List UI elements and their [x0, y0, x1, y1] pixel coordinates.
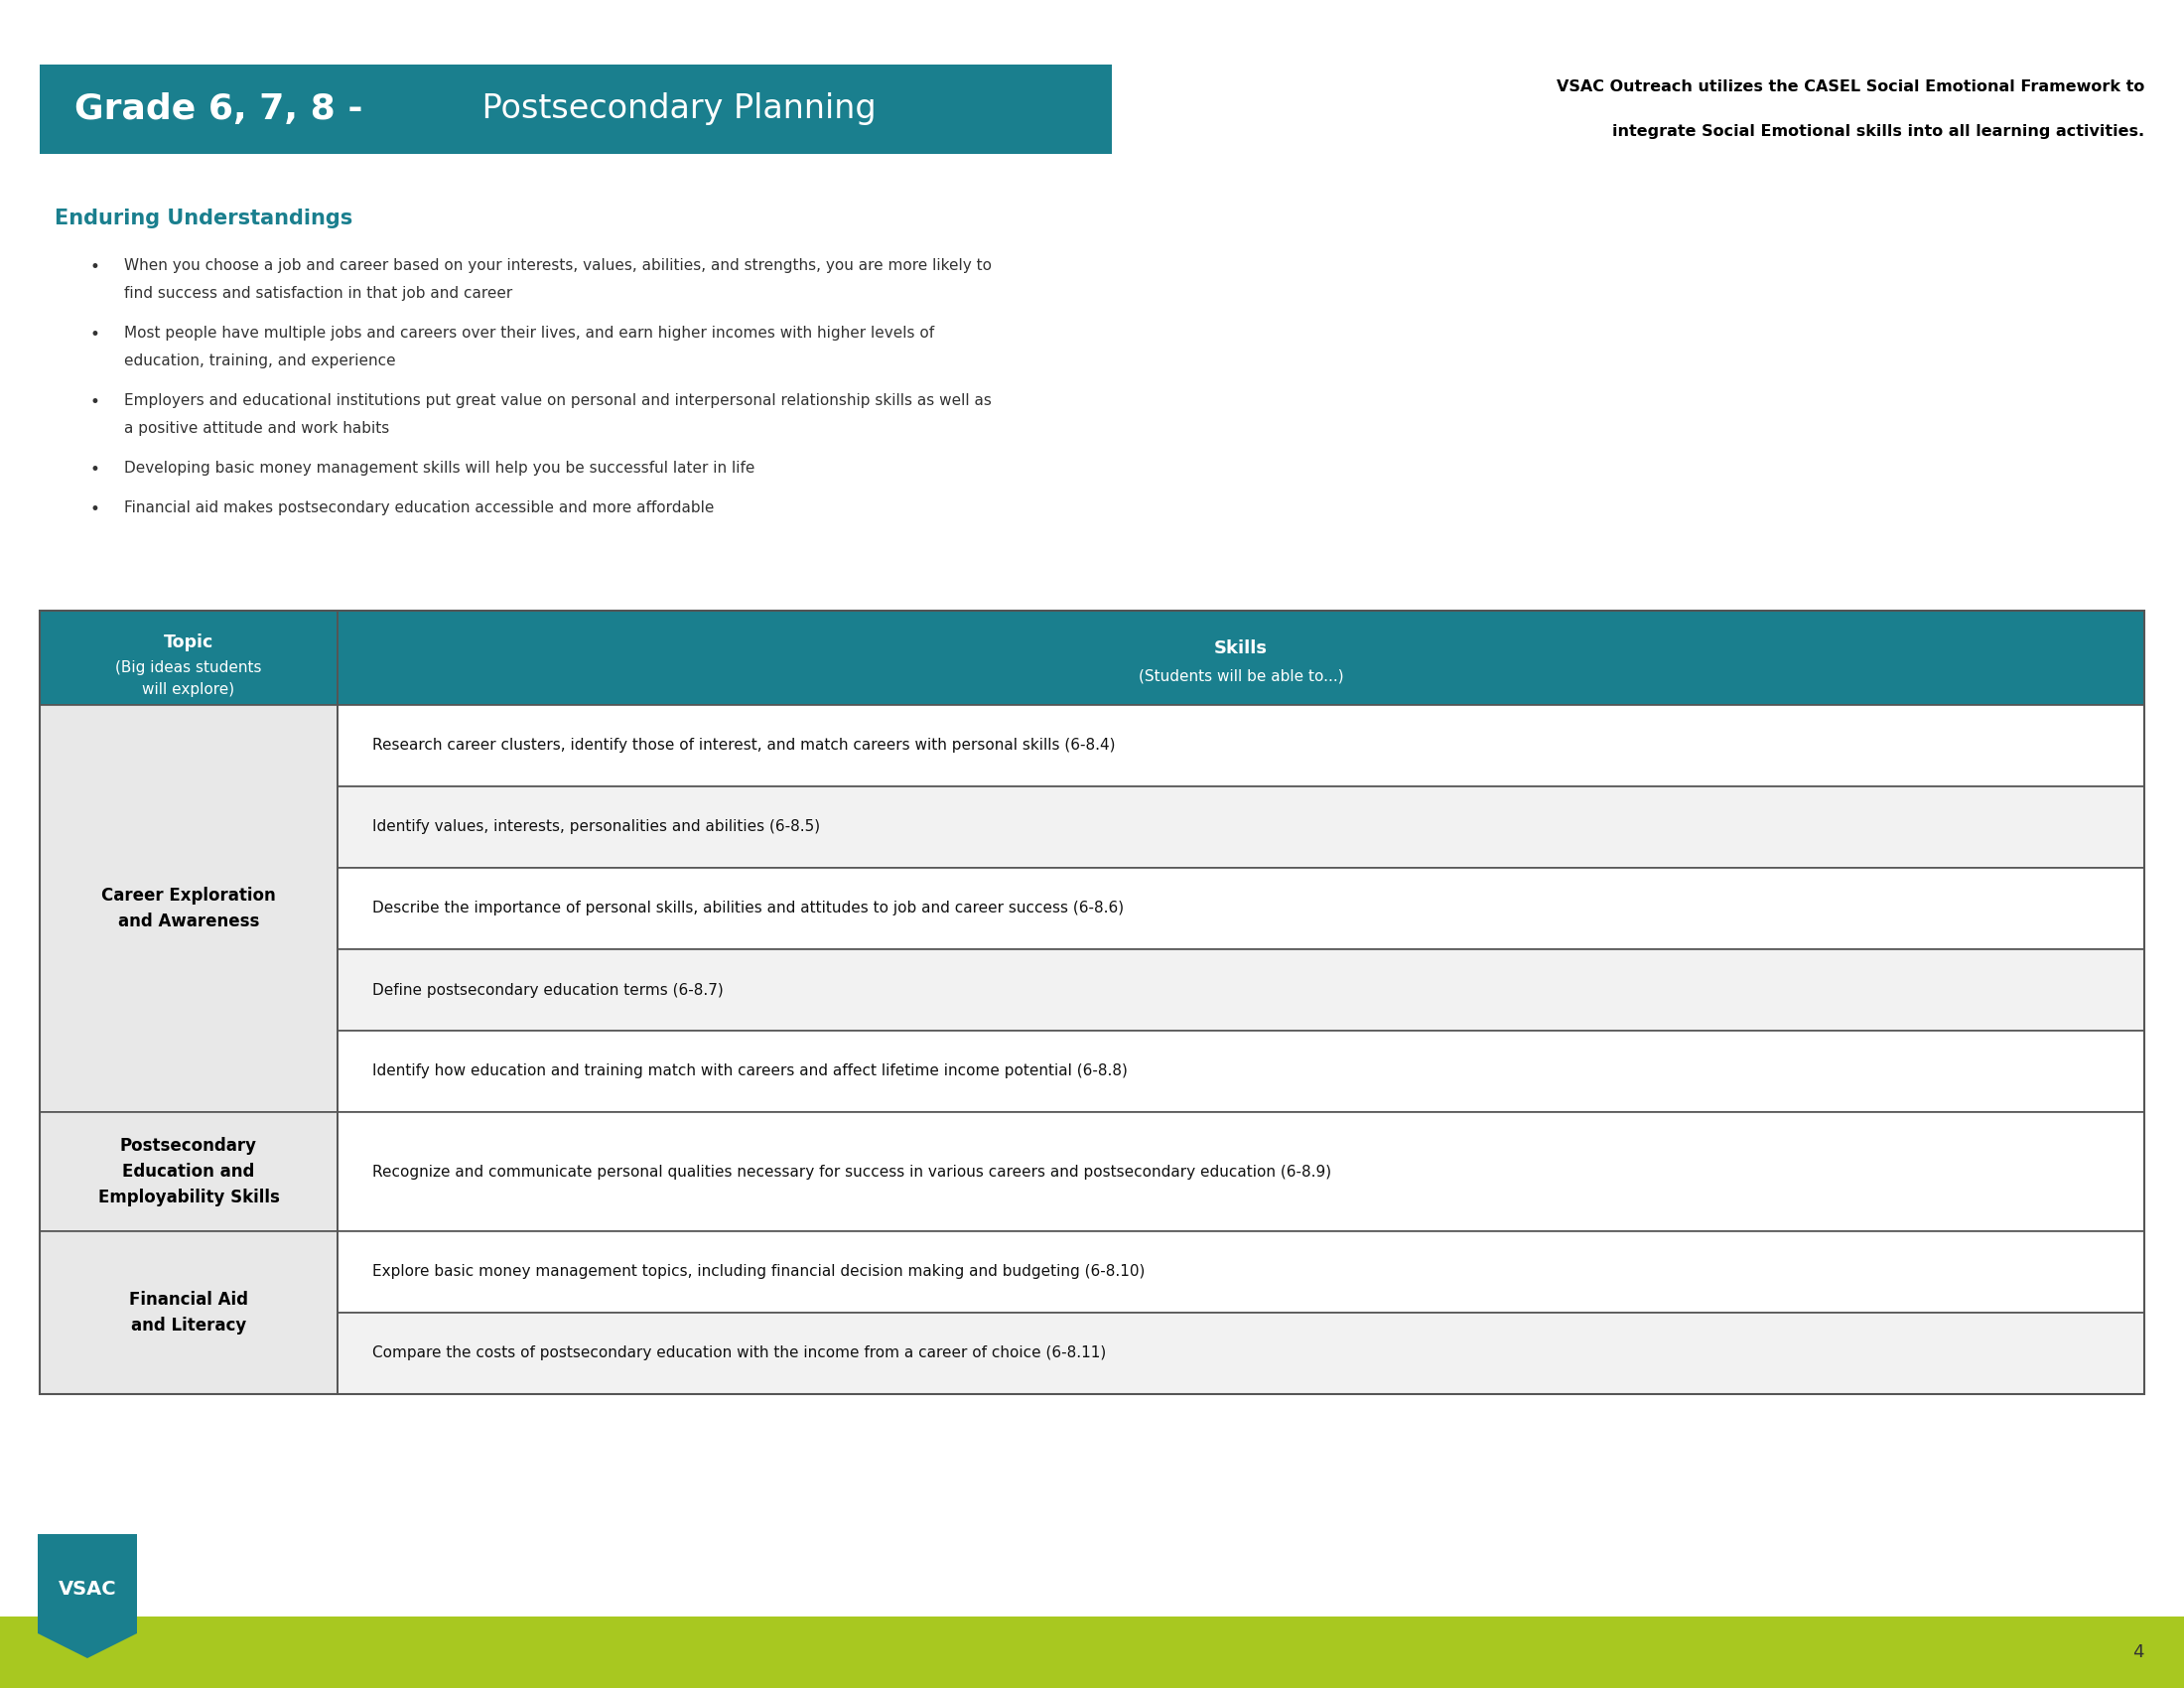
FancyBboxPatch shape [339, 949, 2145, 1031]
Text: •: • [90, 326, 98, 344]
Text: Define postsecondary education terms (6-8.7): Define postsecondary education terms (6-… [371, 982, 723, 998]
Text: 4: 4 [2134, 1644, 2145, 1661]
Text: Skills: Skills [1214, 640, 1267, 657]
Text: (Students will be able to...): (Students will be able to...) [1138, 668, 1343, 684]
FancyBboxPatch shape [39, 1231, 339, 1394]
Text: Topic: Topic [164, 635, 214, 652]
Text: Postsecondary
Education and
Employability Skills: Postsecondary Education and Employabilit… [98, 1136, 280, 1207]
Text: •: • [90, 258, 98, 277]
FancyBboxPatch shape [339, 868, 2145, 949]
FancyBboxPatch shape [339, 706, 2145, 787]
FancyBboxPatch shape [339, 787, 2145, 868]
FancyBboxPatch shape [339, 1112, 2145, 1231]
Text: Enduring Understandings: Enduring Understandings [55, 209, 352, 228]
Text: Employers and educational institutions put great value on personal and interpers: Employers and educational institutions p… [124, 393, 992, 408]
FancyBboxPatch shape [39, 706, 339, 1112]
Text: Identify values, interests, personalities and abilities (6-8.5): Identify values, interests, personalitie… [371, 820, 821, 834]
Text: Most people have multiple jobs and careers over their lives, and earn higher inc: Most people have multiple jobs and caree… [124, 326, 935, 341]
FancyBboxPatch shape [0, 1617, 2184, 1688]
Text: •: • [90, 393, 98, 412]
Text: When you choose a job and career based on your interests, values, abilities, and: When you choose a job and career based o… [124, 258, 992, 273]
Text: Grade 6, 7, 8 -: Grade 6, 7, 8 - [74, 93, 363, 127]
Text: VSAC Outreach utilizes the CASEL Social Emotional Framework to: VSAC Outreach utilizes the CASEL Social … [1557, 79, 2145, 95]
Text: find success and satisfaction in that job and career: find success and satisfaction in that jo… [124, 285, 513, 300]
Text: integrate Social Emotional skills into all learning activities.: integrate Social Emotional skills into a… [1612, 123, 2145, 138]
Text: •: • [90, 461, 98, 479]
Text: Developing basic money management skills will help you be successful later in li: Developing basic money management skills… [124, 461, 756, 476]
Text: Recognize and communicate personal qualities necessary for success in various ca: Recognize and communicate personal quali… [371, 1165, 1332, 1180]
Text: Financial Aid
and Literacy: Financial Aid and Literacy [129, 1291, 249, 1335]
FancyBboxPatch shape [39, 611, 339, 706]
Text: Identify how education and training match with careers and affect lifetime incom: Identify how education and training matc… [371, 1063, 1127, 1079]
Text: Research career clusters, identify those of interest, and match careers with per: Research career clusters, identify those… [371, 738, 1116, 753]
Text: a positive attitude and work habits: a positive attitude and work habits [124, 420, 389, 436]
Text: Financial aid makes postsecondary education accessible and more affordable: Financial aid makes postsecondary educat… [124, 500, 714, 515]
Text: will explore): will explore) [142, 682, 236, 697]
FancyBboxPatch shape [339, 611, 2145, 706]
FancyBboxPatch shape [39, 1112, 339, 1231]
Text: Career Exploration
and Awareness: Career Exploration and Awareness [100, 886, 275, 930]
Text: (Big ideas students: (Big ideas students [116, 660, 262, 675]
FancyBboxPatch shape [37, 1534, 138, 1634]
FancyBboxPatch shape [339, 1313, 2145, 1394]
Text: VSAC: VSAC [59, 1580, 116, 1599]
Text: education, training, and experience: education, training, and experience [124, 353, 395, 368]
FancyBboxPatch shape [339, 1231, 2145, 1313]
Text: Postsecondary Planning: Postsecondary Planning [472, 93, 876, 125]
Text: Explore basic money management topics, including financial decision making and b: Explore basic money management topics, i… [371, 1264, 1144, 1280]
Text: Describe the importance of personal skills, abilities and attitudes to job and c: Describe the importance of personal skil… [371, 901, 1125, 917]
Text: •: • [90, 500, 98, 518]
FancyBboxPatch shape [39, 64, 1112, 154]
Text: Compare the costs of postsecondary education with the income from a career of ch: Compare the costs of postsecondary educa… [371, 1345, 1105, 1361]
Polygon shape [37, 1634, 138, 1658]
FancyBboxPatch shape [339, 1031, 2145, 1112]
